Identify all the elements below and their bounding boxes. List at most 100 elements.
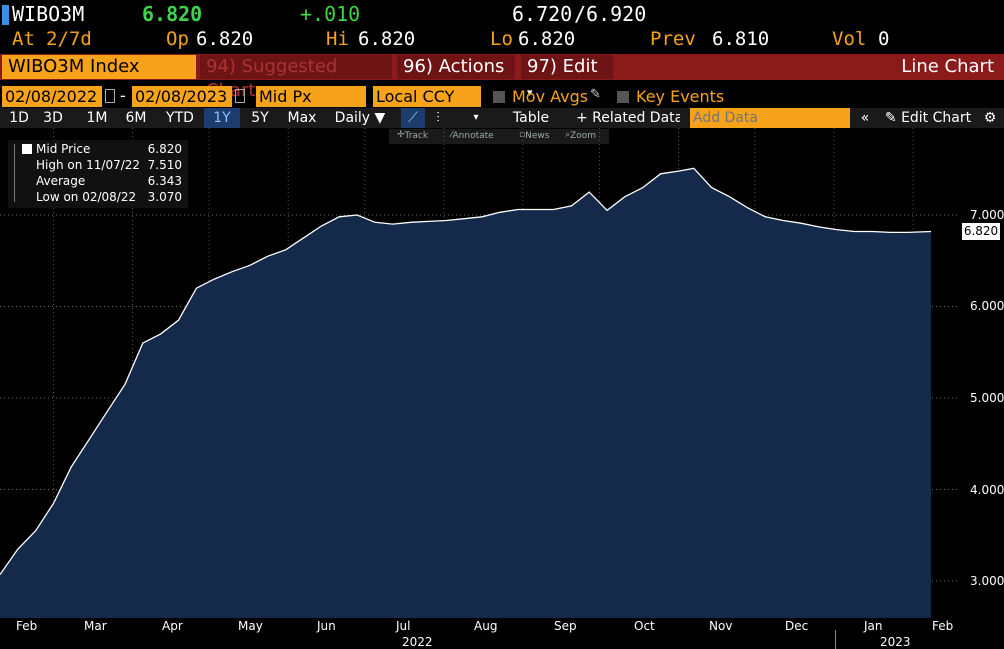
y-tick-label: 7.000 (970, 208, 1004, 222)
x-tick-label: Nov (709, 619, 733, 633)
x-year-label: 2023 (880, 635, 911, 649)
y-tick-label: 3.000 (970, 574, 1004, 588)
x-tick-label: Feb (932, 619, 954, 633)
x-tick-label: Dec (785, 619, 809, 633)
quote-header: WIBO3M 6.820 +.010 6.720 /6.920 (0, 2, 1004, 28)
x-tick-label: Apr (162, 619, 183, 633)
period-3d-button[interactable]: 3D (43, 110, 63, 126)
x-tick-label: Feb (16, 619, 38, 633)
key-events-checkbox[interactable] (617, 91, 629, 103)
line-chart-icon[interactable]: ⟋ (401, 108, 425, 128)
zoom-tool[interactable]: ⌕ Zoom (565, 130, 596, 141)
legend-mid-label: Mid Price (36, 142, 91, 156)
period-selector-row: 1D 3D 1M 6M YTD 1Y 5Y Max Daily ▼ ⟋ ⫶ ▾ … (0, 108, 1004, 128)
pencil-icon: ✎ (884, 110, 902, 126)
pencil-icon[interactable]: ✎ (590, 87, 601, 102)
series-swatch-icon (22, 144, 32, 154)
open-label: Op (166, 28, 189, 50)
calendar-icon[interactable] (105, 89, 115, 103)
annotate-label: Annotate (452, 131, 494, 141)
price-line (0, 167, 932, 575)
news-tool[interactable]: ▫ News (519, 130, 550, 141)
x-tick-label: Jan (864, 619, 883, 633)
ticker: WIBO3M (12, 2, 85, 26)
mov-avgs-label: Mov Avgs (512, 87, 589, 106)
x-tick-label: May (238, 619, 263, 633)
edit-menu-button[interactable]: 97) Edit ▾ (521, 55, 613, 99)
period-1y-button[interactable]: 1Y (204, 108, 240, 128)
prev-label: Prev (650, 28, 696, 50)
legend-low-value: 3.070 (147, 190, 182, 204)
mov-avgs-checkbox[interactable] (493, 91, 505, 103)
period-max-button[interactable]: Max (287, 110, 317, 126)
high-label: Hi (326, 28, 349, 50)
price-change: +.010 (300, 2, 361, 26)
at-value: 2/7d (46, 28, 92, 50)
high-value: 6.820 (358, 28, 416, 50)
security-field[interactable]: WIBO3M Index (2, 55, 196, 79)
legend-average-label: Average (36, 174, 86, 188)
period-1d-button[interactable]: 1D (9, 110, 29, 126)
bar-chart-icon[interactable]: ⫶ (436, 110, 440, 126)
edit-label: 97) Edit (527, 56, 598, 77)
date-separator: - (120, 86, 126, 105)
x-tick-label: Aug (474, 619, 498, 633)
calendar-icon[interactable] (235, 89, 245, 103)
edit-chart-button[interactable]: ✎ Edit Chart (880, 108, 976, 128)
period-6m-button[interactable]: 6M (125, 110, 147, 126)
frequency-selector[interactable]: Daily ▼ (334, 110, 386, 126)
gear-icon[interactable]: ⚙ (983, 110, 997, 126)
legend-mid-value: 6.820 (147, 142, 182, 156)
track-label: Track (404, 131, 429, 141)
zoom-label: Zoom (570, 131, 596, 141)
legend-bracket (14, 144, 21, 202)
legend-high-label: High on 11/07/22 (36, 158, 141, 172)
price-area (0, 168, 931, 618)
chevron-down-icon[interactable]: ▾ (473, 112, 479, 123)
function-toolbar: WIBO3M Index 94) Suggested Charts 96) Ac… (0, 54, 1004, 101)
chart-legend: Mid Price 6.820 High on 11/07/22 7.510 A… (8, 140, 188, 208)
related-data-button[interactable]: + Related Data (576, 110, 680, 126)
annotate-tool[interactable]: ⁄ Annotate (451, 130, 494, 141)
chevron-down-icon: ▾ (527, 86, 533, 99)
at-label: At (12, 28, 35, 50)
volume-label: Vol (832, 28, 867, 50)
x-tick-label: Jun (317, 619, 336, 633)
x-tick-label: Jul (396, 619, 411, 633)
legend-low-label: Low on 02/08/22 (36, 190, 137, 204)
quote-stats: At 2/7d Op 6.820 Hi 6.820 Lo 6.820 Prev … (0, 28, 1004, 54)
ask-price: /6.920 (574, 2, 647, 26)
bid-price: 6.720 (512, 2, 573, 26)
end-date-field[interactable]: 02/08/2023 (132, 86, 232, 107)
currency-selector[interactable]: Local CCY (373, 86, 481, 107)
y-tick-label: 5.000 (970, 391, 1004, 405)
track-tool[interactable]: ✢ Track (397, 130, 429, 141)
actions-menu-button[interactable]: 96) Actions ▾ (397, 55, 515, 99)
open-value: 6.820 (196, 28, 254, 50)
volume-value: 0 (878, 28, 890, 50)
edit-chart-label: Edit Chart (901, 110, 972, 126)
add-data-input[interactable] (690, 108, 850, 128)
chart-type-label: Line Chart (901, 56, 994, 77)
x-tick-label: Mar (84, 619, 107, 633)
period-5y-button[interactable]: 5Y (251, 110, 269, 126)
low-label: Lo (490, 28, 513, 50)
actions-label: 96) Actions (403, 56, 505, 77)
period-ytd-button[interactable]: YTD (166, 110, 194, 126)
start-date-field[interactable]: 02/08/2022 (2, 86, 102, 107)
price-chart[interactable] (0, 128, 1004, 618)
x-tick-label: Sep (554, 619, 577, 633)
suggested-charts-button[interactable]: 94) Suggested Charts (200, 55, 392, 101)
year-divider (835, 630, 836, 649)
x-tick-label: Oct (634, 619, 655, 633)
table-button[interactable]: Table (512, 110, 550, 126)
last-price: 6.820 (142, 2, 203, 26)
x-year-label: 2022 (402, 635, 433, 649)
field-selector[interactable]: Mid Px (256, 86, 366, 107)
collapse-icon[interactable]: « (860, 110, 870, 126)
key-events-label: Key Events (636, 87, 725, 106)
period-1m-button[interactable]: 1M (86, 110, 108, 126)
news-label: News (525, 131, 550, 141)
chart-settings-row: 02/08/2022 - 02/08/2023 Mid Px Local CCY… (0, 86, 1004, 108)
low-value: 6.820 (518, 28, 576, 50)
